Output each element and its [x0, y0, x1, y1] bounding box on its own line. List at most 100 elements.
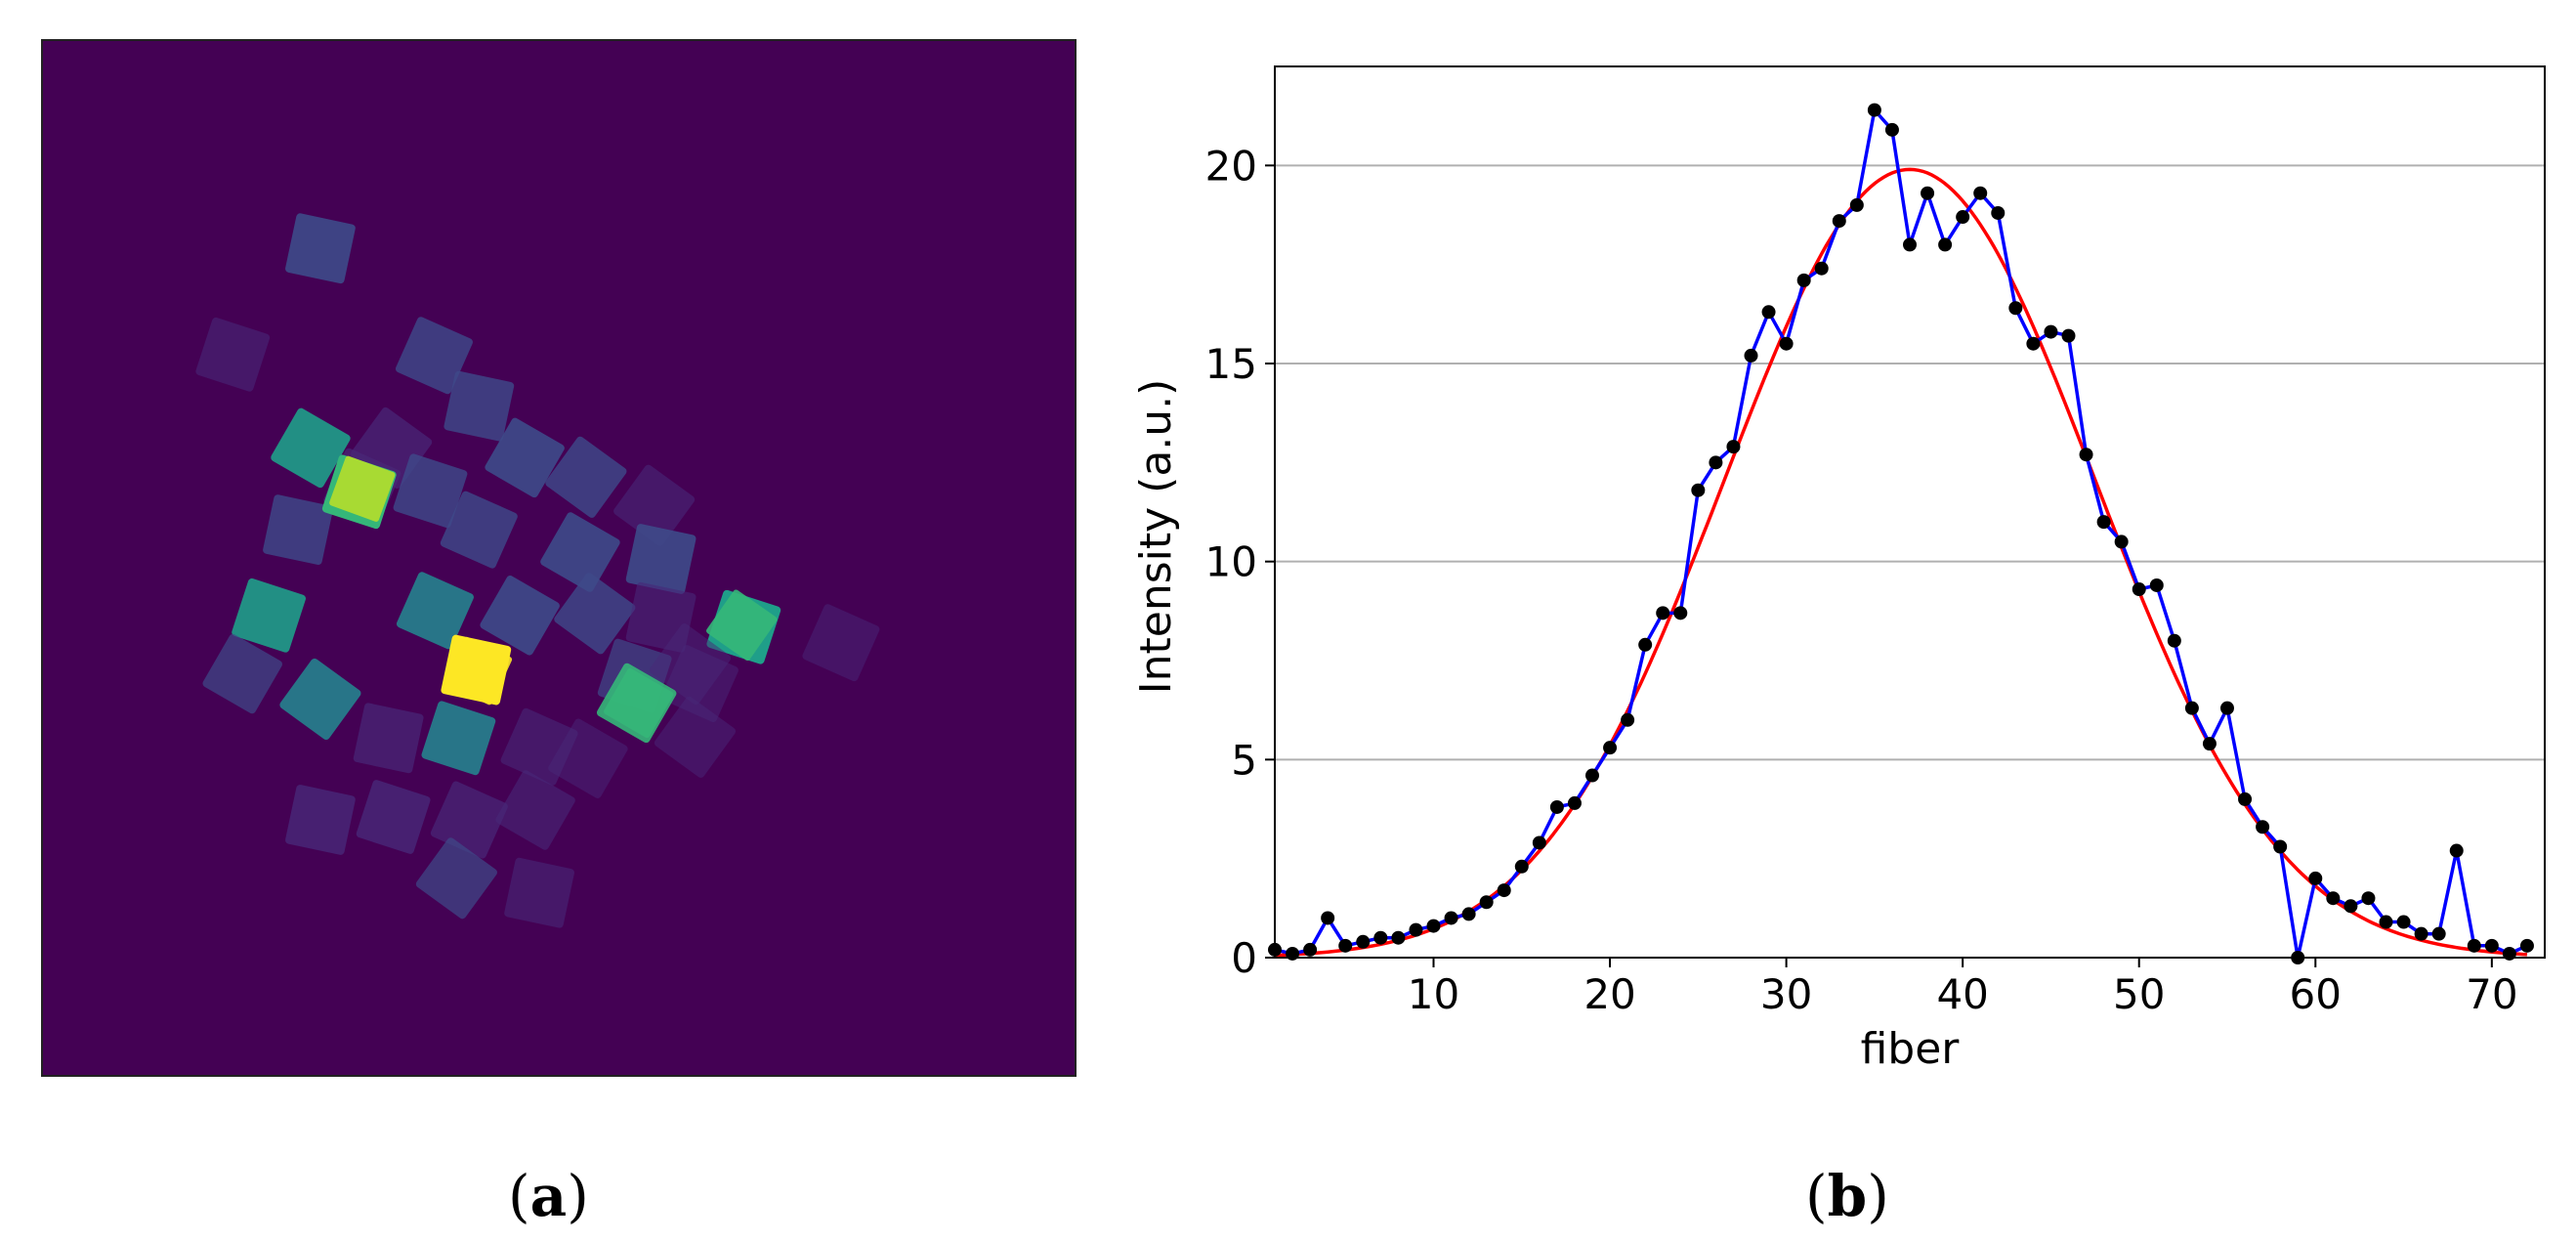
data-point	[1409, 922, 1423, 937]
fiber-square-highlight	[329, 455, 396, 522]
data-point	[2308, 871, 2323, 885]
data-point	[2484, 938, 2499, 953]
fiber-square	[356, 780, 431, 854]
fiber-square	[279, 658, 361, 741]
grid-lines	[1275, 164, 2545, 959]
fiber-square	[654, 696, 737, 778]
fiber-square	[271, 407, 351, 489]
data-point	[1921, 186, 1935, 200]
x-tick-label: 30	[1760, 970, 1812, 1018]
data-point	[1867, 103, 1881, 117]
data-point	[1938, 237, 1953, 252]
fiber-square	[285, 785, 356, 855]
data-point	[1426, 919, 1441, 933]
data-point	[2096, 515, 2111, 530]
fiber-square	[195, 317, 271, 392]
data-point	[2238, 792, 2253, 806]
data-point	[2256, 820, 2270, 834]
x-axis-label: fiber	[1861, 1024, 1961, 1074]
data-point	[1656, 606, 1670, 620]
data-point	[1673, 606, 1688, 620]
data-point	[2008, 301, 2023, 316]
fiber-square	[353, 703, 424, 774]
x-tick-label: 70	[2466, 970, 2517, 1018]
data-point	[1849, 197, 1864, 212]
fiber-square	[263, 494, 333, 565]
y-tick-label: 0	[1231, 934, 1257, 982]
y-tick-label: 5	[1231, 736, 1257, 784]
data-point	[1796, 273, 1811, 287]
data-point	[2184, 701, 2199, 715]
fiber-square	[395, 317, 473, 395]
plot-frame	[1274, 65, 2546, 959]
fiber-square	[443, 370, 515, 442]
data-point	[1391, 930, 1406, 945]
y-tick-label: 15	[1205, 340, 1257, 388]
y-tick-label: 20	[1205, 142, 1257, 190]
data-point	[2414, 926, 2428, 941]
data-point	[2361, 891, 2376, 906]
data-point	[1373, 930, 1388, 945]
data-point	[2202, 737, 2217, 751]
y-axis-label: Intensity (a.u.)	[1131, 379, 1181, 695]
data-point	[1585, 768, 1599, 783]
data-point	[1444, 911, 1458, 925]
x-tick-label: 40	[1936, 970, 1988, 1018]
data-point	[2114, 535, 2129, 549]
data-point	[2519, 938, 2534, 953]
data-point	[2220, 701, 2234, 715]
data-point	[1709, 455, 1723, 470]
data-point	[1814, 261, 1829, 276]
data-point	[1603, 741, 1618, 755]
data-point	[1991, 205, 2006, 220]
data-point	[2467, 938, 2481, 953]
data-point	[1549, 799, 1564, 814]
fiber-square	[421, 701, 496, 776]
data-point	[1903, 237, 1917, 252]
data-point	[2379, 915, 2393, 929]
measured-series	[1268, 103, 2534, 964]
data-point	[1356, 934, 1371, 949]
data-point	[1479, 895, 1494, 910]
caption-a: (a)	[508, 1163, 589, 1229]
data-point	[1638, 637, 1653, 652]
data-point	[1973, 186, 1988, 200]
data-point	[1691, 483, 1706, 497]
data-point	[1567, 795, 1582, 810]
data-point	[2396, 915, 2411, 929]
fiber-square	[540, 512, 620, 592]
fiber-square	[504, 857, 574, 928]
data-point	[1884, 122, 1899, 137]
data-point	[2149, 578, 2164, 592]
fiber-square-highlight	[706, 589, 778, 662]
caption-b: (b)	[1805, 1163, 1889, 1229]
data-point	[2132, 582, 2146, 597]
data-point	[2431, 926, 2446, 941]
fiber-square	[625, 524, 697, 594]
axes: 0 5 10 15 20 10 20 30 40 50 60 70	[1205, 65, 2546, 1018]
measured-line	[1274, 107, 2528, 960]
fiber-square	[232, 578, 307, 653]
fiber-square-highlight	[604, 667, 674, 739]
fiber-square	[545, 436, 627, 518]
fiber-square	[285, 213, 356, 284]
data-point	[2079, 448, 2093, 462]
x-tick-label: 50	[2113, 970, 2165, 1018]
data-point	[2344, 899, 2358, 914]
data-point	[2449, 843, 2464, 858]
fiber-square	[485, 417, 565, 498]
data-point	[2167, 633, 2181, 648]
data-point	[1744, 348, 1758, 363]
data-point	[2326, 891, 2341, 906]
data-point	[2044, 324, 2058, 339]
data-point	[1761, 305, 1776, 320]
fiber-square	[649, 623, 732, 706]
fiber-squares	[195, 213, 880, 928]
data-point	[1779, 336, 1794, 351]
fiber-square	[548, 718, 628, 798]
y-tick-label: 10	[1205, 538, 1257, 586]
data-point	[1338, 938, 1353, 953]
data-point	[1621, 712, 1635, 727]
fiber-square	[440, 491, 518, 569]
